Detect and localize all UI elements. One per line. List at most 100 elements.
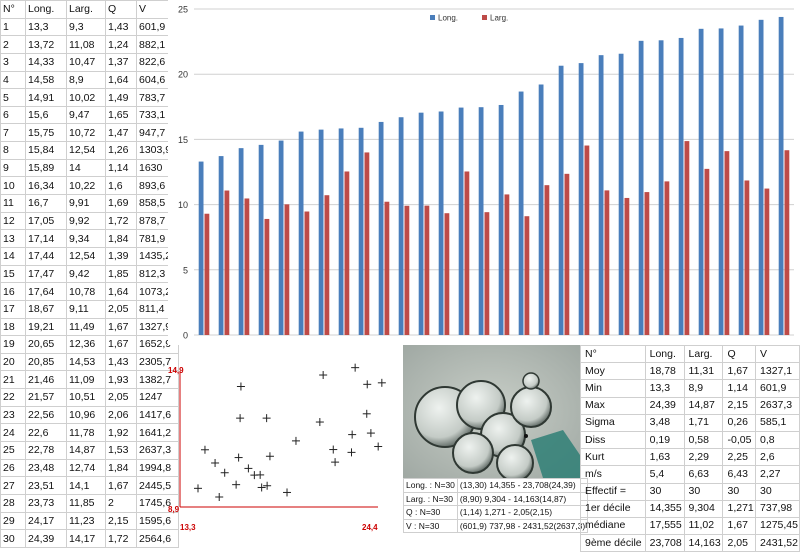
table-cell: (601,9) 737,98 - 2431,52(2637,3) — [456, 518, 589, 533]
table-cell: 23 — [0, 405, 26, 425]
table-cell: 12,54 — [66, 246, 106, 266]
column-header: V — [755, 344, 800, 364]
spore-cell — [522, 372, 540, 390]
scatter-plot: 14,9 8,9 13,3 24,4 — [168, 363, 386, 532]
scatter-y-max-label: 14,9 — [168, 366, 184, 375]
bar-long — [578, 63, 584, 336]
table-cell: 14,91 — [25, 88, 67, 107]
table-cell: 12,74 — [66, 458, 106, 478]
legend-label: Larg. — [490, 14, 508, 23]
scatter-point — [232, 480, 241, 489]
scatter-point — [257, 483, 266, 492]
bar-long — [438, 111, 444, 335]
table-cell: 1,72 — [105, 529, 137, 548]
table-cell: 11,09 — [66, 370, 106, 390]
table-cell: 1641,2 — [136, 423, 179, 443]
bar-long — [518, 91, 524, 335]
table-cell: Diss — [580, 430, 646, 450]
scatter-x-max-label: 24,4 — [362, 523, 378, 532]
table-cell: 24,39 — [644, 396, 685, 415]
table-cell: 1,84 — [105, 229, 137, 248]
table-cell: 1,93 — [105, 370, 137, 390]
table-cell: 1er décile — [580, 499, 646, 518]
table-cell: 5 — [0, 88, 26, 107]
table-row: 1 13,3 9,3 1,43 601,9 — [0, 17, 179, 37]
table-cell: 30 — [722, 482, 757, 501]
table-cell: 20,85 — [25, 352, 67, 372]
table-cell: 1,85 — [105, 264, 137, 284]
table-row: 13 17,14 9,34 1,84 781,9 — [0, 229, 179, 248]
table-cell: 0,58 — [683, 430, 724, 450]
table-cell: 6,43 — [722, 465, 757, 484]
table-cell: 12,54 — [66, 141, 106, 160]
table-cell: 1,72 — [105, 211, 137, 231]
bar-long — [318, 129, 324, 335]
summary-row: Q : N=30 (1,14) 1,271 - 2,05(2,15) — [403, 505, 589, 520]
table-row: 21 21,46 11,09 1,93 1382,7 — [0, 370, 179, 390]
stats-row: Sigma 3,48 1,71 0,26 585,1 — [580, 413, 800, 432]
legend-swatch — [482, 15, 487, 20]
table-cell: 11 — [0, 194, 26, 213]
table-row: 19 20,65 12,36 1,67 1652,9 — [0, 335, 179, 354]
table-cell: 30 — [683, 482, 724, 501]
stats-row: Diss 0,19 0,58 -0,05 0,8 — [580, 430, 800, 450]
table-cell: 10,47 — [66, 52, 106, 72]
table-cell: 1,65 — [105, 105, 137, 125]
statistics-table: N° Long. Larg. Q V Moy 18,78 11,31 1,67 1327,1 Min… — [580, 344, 800, 552]
table-cell: 14,163 — [683, 534, 724, 552]
table-cell: 1,26 — [105, 141, 137, 160]
table-cell: 18 — [0, 317, 26, 337]
spore-cell — [510, 386, 552, 428]
bar-long — [758, 19, 764, 335]
table-cell: 17,05 — [25, 211, 67, 231]
y-tick-label: 25 — [178, 5, 188, 15]
table-cell: 14,17 — [66, 529, 106, 548]
bar-long — [358, 127, 364, 335]
table-row: 3 14,33 10,47 1,37 822,6 — [0, 52, 179, 72]
table-cell: 601,9 — [755, 379, 800, 398]
table-cell: 8,9 — [66, 70, 106, 90]
scatter-point — [363, 380, 372, 389]
bar-long — [678, 37, 684, 336]
table-row: 18 19,21 11,49 1,67 1327,9 — [0, 317, 179, 337]
bar-larg — [684, 141, 690, 335]
bar-long — [238, 148, 244, 335]
y-tick-label: 20 — [178, 70, 188, 80]
table-cell: 19,21 — [25, 317, 67, 337]
table-cell: 14,33 — [25, 52, 67, 72]
table-cell: 10,22 — [66, 176, 106, 196]
table-cell: m/s — [580, 465, 646, 484]
scatter-x-min-label: 13,3 — [180, 523, 196, 532]
bar-larg — [324, 195, 330, 335]
table-cell: 1,63 — [644, 448, 685, 467]
table-cell: 8,9 — [683, 379, 724, 398]
table-cell: 21,57 — [25, 388, 67, 407]
table-cell: 23,73 — [25, 493, 67, 513]
scatter-point — [265, 452, 274, 461]
table-cell: 10 — [0, 176, 26, 196]
table-cell: 14,53 — [66, 352, 106, 372]
bar-long — [278, 140, 284, 335]
scatter-point — [291, 436, 300, 445]
table-cell: 17 — [0, 299, 26, 319]
scatter-point — [236, 382, 245, 391]
scatter-point — [315, 418, 324, 427]
table-cell: 9,92 — [66, 211, 106, 231]
scatter-point — [331, 458, 340, 467]
table-cell: 13,3 — [25, 17, 67, 37]
table-cell: 2,25 — [722, 448, 757, 467]
table-cell: 737,98 — [755, 499, 800, 518]
summary-row: Long. : N=30 (13,30) 14,355 - 23,708(24,3… — [403, 478, 589, 493]
column-header: Long. — [644, 344, 685, 364]
table-cell: 11,78 — [66, 423, 106, 443]
table-cell: 14 — [66, 158, 106, 178]
bar-larg — [284, 204, 290, 335]
table-cell: 2,29 — [683, 448, 724, 467]
table-cell: 9,34 — [66, 229, 106, 248]
stats-row: Effectif = 30 30 30 30 — [580, 482, 800, 501]
table-row: 6 15,6 9,47 1,65 733,1 — [0, 105, 179, 125]
table-cell: 7 — [0, 123, 26, 143]
table-cell: Kurt — [580, 448, 646, 467]
bar-long — [718, 28, 724, 336]
table-row: 26 23,48 12,74 1,84 1994,8 — [0, 458, 179, 478]
